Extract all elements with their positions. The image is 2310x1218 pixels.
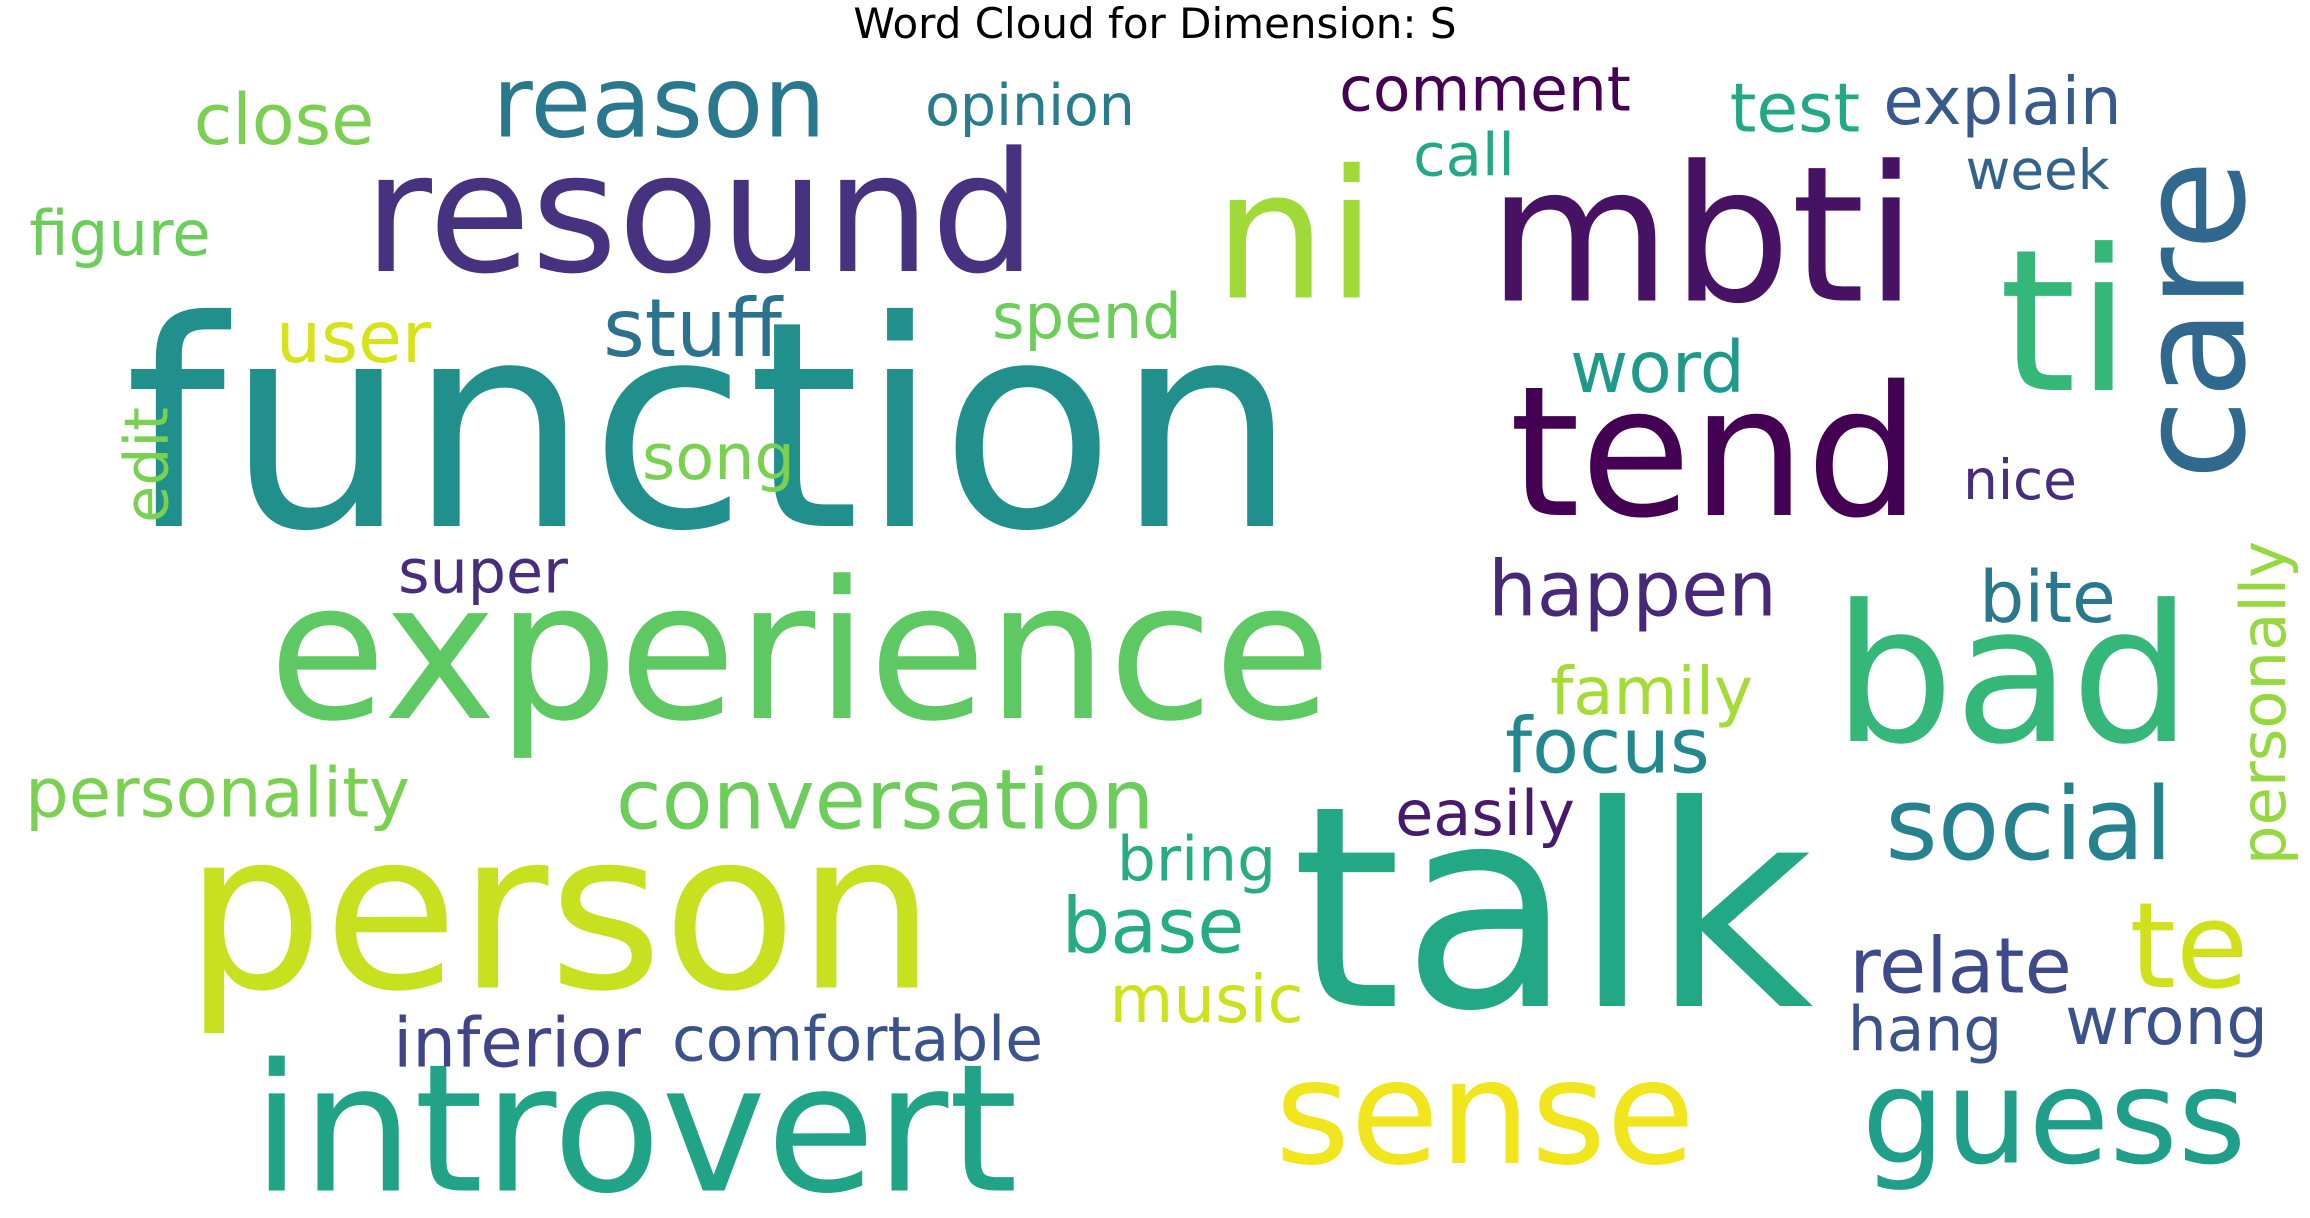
cloud-word-comfortable: comfortable <box>672 1005 1043 1076</box>
cloud-word-person: person <box>184 785 935 1040</box>
cloud-word-hang: hang <box>1848 995 2002 1066</box>
cloud-word-bring: bring <box>1117 825 1276 896</box>
cloud-word-user: user <box>276 296 432 379</box>
cloud-word-experience: experience <box>268 541 1331 764</box>
cloud-word-te: te <box>2129 877 2248 1015</box>
cloud-word-call: call <box>1413 121 1515 190</box>
cloud-word-inferior: inferior <box>393 1004 641 1084</box>
cloud-word-conversation: conversation <box>616 752 1154 849</box>
cloud-word-comment: comment <box>1339 55 1631 126</box>
cloud-word-sense: sense <box>1275 1030 1695 1198</box>
cloud-word-super: super <box>398 538 568 608</box>
cloud-word-resound: resound <box>364 117 1037 311</box>
cloud-word-guess: guess <box>1862 1042 2247 1195</box>
cloud-word-word: word <box>1570 326 1745 409</box>
cloud-word-easily: easily <box>1395 777 1575 850</box>
cloud-word-focus: focus <box>1505 703 1710 792</box>
cloud-word-bad: bad <box>1833 564 2192 786</box>
figure-title: Word Cloud for Dimension: S <box>853 0 1457 48</box>
cloud-word-spend: spend <box>992 280 1182 353</box>
cloud-word-personally: personally <box>2227 541 2300 865</box>
cloud-word-ni: ni <box>1214 133 1377 341</box>
cloud-word-wrong: wrong <box>2065 984 2268 1060</box>
cloud-word-ti: ti <box>1999 207 2131 437</box>
cloud-word-song: song <box>642 421 795 495</box>
cloud-word-figure: figure <box>29 197 210 270</box>
cloud-word-stuff: stuff <box>603 282 784 375</box>
cloud-word-week: week <box>1966 138 2110 202</box>
cloud-word-introvert: introvert <box>252 1026 1018 1218</box>
cloud-word-social: social <box>1885 765 2172 883</box>
cloud-word-personality: personality <box>25 754 410 834</box>
cloud-word-music: music <box>1109 962 1303 1038</box>
cloud-word-edit: edit <box>113 407 183 523</box>
cloud-word-nice: nice <box>1963 448 2077 512</box>
cloud-word-bite: bite <box>1979 556 2116 639</box>
cloud-word-function: function <box>125 260 1298 594</box>
cloud-word-relate: relate <box>1849 923 2072 1012</box>
cloud-word-family: family <box>1550 654 1753 730</box>
cloud-word-happen: happen <box>1488 546 1777 635</box>
cloud-word-base: base <box>1062 883 1245 972</box>
cloud-word-reason: reason <box>492 46 826 161</box>
cloud-word-mbti: mbti <box>1488 127 1918 346</box>
cloud-word-explain: explain <box>1883 64 2121 140</box>
cloud-word-tend: tend <box>1509 347 1920 558</box>
cloud-word-test: test <box>1730 70 1860 149</box>
cloud-word-close: close <box>194 79 375 161</box>
cloud-word-opinion: opinion <box>925 73 1135 139</box>
cloud-word-talk: talk <box>1291 747 1813 1073</box>
cloud-word-care: care <box>2107 160 2279 480</box>
